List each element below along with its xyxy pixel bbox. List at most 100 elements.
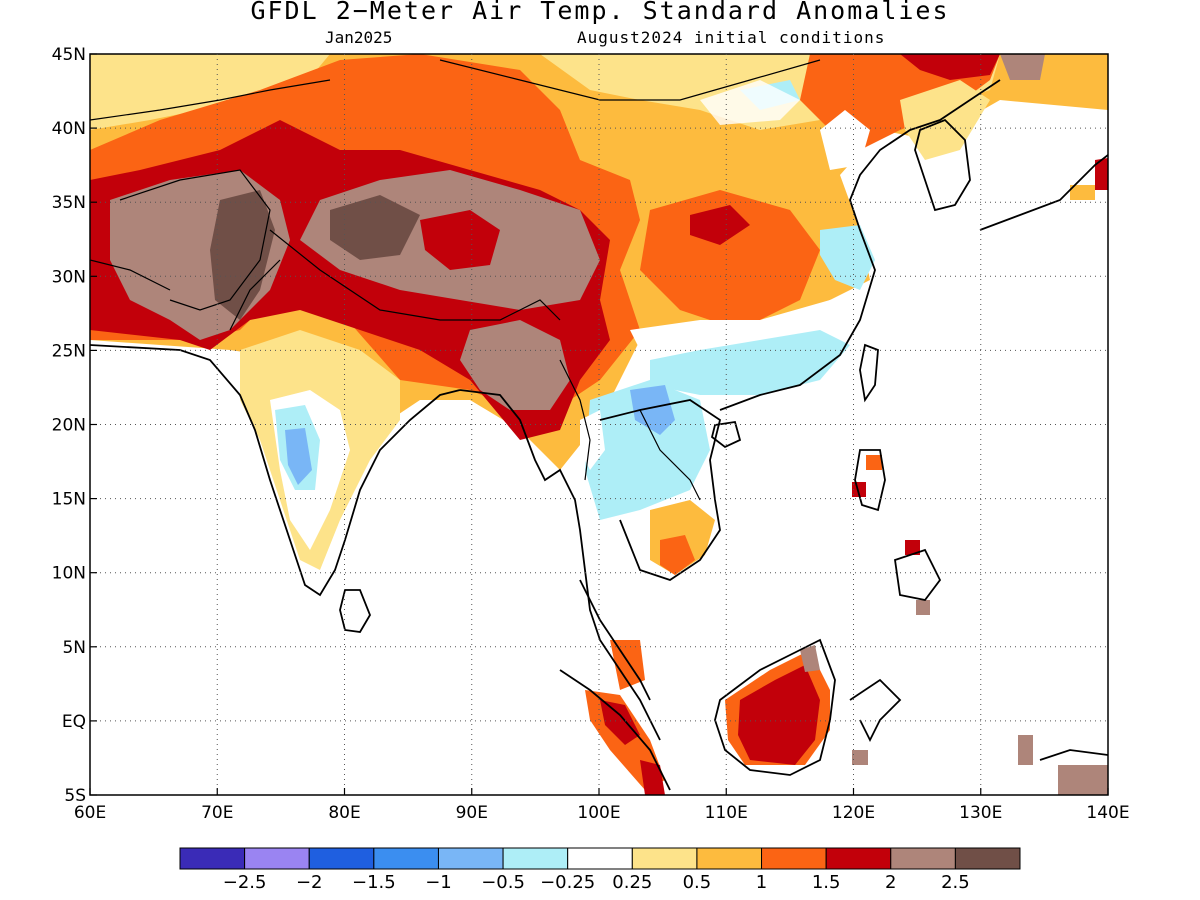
coastlines <box>90 79 1108 791</box>
colorbar-swatch <box>437 847 504 870</box>
colorbar-swatch <box>179 847 246 870</box>
y-tick-label: 20N <box>52 416 86 436</box>
region-red-tibet-core <box>420 210 500 270</box>
region-red-sumatra-south <box>640 760 665 795</box>
region-red-sumatra <box>600 700 640 745</box>
coastline-south-china <box>719 79 1001 411</box>
region-red-central-china <box>690 205 750 245</box>
border-vietnam-laos <box>639 409 701 501</box>
colorbar-label: −1 <box>425 872 452 893</box>
colorbar-label: −0.25 <box>540 872 595 893</box>
border-india-pakistan <box>229 259 281 331</box>
coastline-hainan <box>710 420 742 449</box>
region-coolblue-laos <box>630 385 675 435</box>
x-axis-ticks: 60E 70E 80E 90E 100E 110E 120E 130E 140E <box>74 788 1130 823</box>
region-warm-japan <box>1070 185 1095 200</box>
region-brown-borneo <box>800 645 820 672</box>
coastline-luzon <box>854 449 886 512</box>
region-white-korea <box>820 110 870 170</box>
colorbar-swatch <box>373 847 439 870</box>
y-tick-label: EQ <box>62 712 86 732</box>
coastline-malay <box>579 579 651 701</box>
y-tick-label: 25N <box>52 341 86 361</box>
valid-month-label: Jan2025 <box>325 28 393 47</box>
region-brown-myanmar <box>460 320 570 410</box>
borders <box>90 59 821 501</box>
coastline-bay-of-bengal-myanmar <box>459 389 661 741</box>
region-cool-indochina <box>585 380 710 520</box>
coastline-mindanao <box>894 548 942 601</box>
y-tick-label: 10N <box>52 564 86 584</box>
y-tick-label: 30N <box>52 267 86 287</box>
colorbar-swatch <box>825 847 892 870</box>
colorbar-swatch <box>502 847 569 870</box>
x-tick-label: 120E <box>832 803 875 823</box>
region-red-north-china <box>900 54 1000 80</box>
region-orange-malay <box>610 640 645 690</box>
map-title: GFDL 2−Meter Air Temp. Standard Anomalie… <box>250 0 950 25</box>
colorbar-label: −1.5 <box>352 872 396 893</box>
x-tick-label: 60E <box>74 803 106 823</box>
anomaly-field <box>90 54 1108 795</box>
coastline-borneo <box>714 638 836 776</box>
colorbar-label: −2 <box>296 872 323 893</box>
region-brown-new-guinea <box>1058 765 1108 795</box>
initial-conditions-label: August2024 initial conditions <box>577 28 886 47</box>
coastline-korea <box>914 118 971 212</box>
colorbar-label: 0.25 <box>612 872 652 893</box>
region-red-mindanao <box>905 540 920 555</box>
colorbar: −2.5 −2 −1.5 −1 −0.5 −0.25 0.25 0.5 1 1.5 2 2.5 <box>179 847 1021 893</box>
coastline-srilanka <box>339 589 371 633</box>
colorbar-swatch <box>696 847 763 870</box>
y-tick-label: 45N <box>52 45 86 65</box>
region-red-japan <box>1095 158 1108 190</box>
x-tick-label: 90E <box>456 803 488 823</box>
region-orange-cambodia <box>660 535 695 575</box>
x-tick-label: 130E <box>959 803 1002 823</box>
colorbar-swatch <box>567 847 633 870</box>
colorbar-swatch <box>308 847 375 870</box>
x-tick-label: 110E <box>705 803 748 823</box>
coastline-sumatra <box>559 669 671 791</box>
x-tick-label: 70E <box>201 803 233 823</box>
border-afghanistan <box>119 169 271 311</box>
region-brown-sulawesi <box>1018 735 1033 765</box>
coastline-indochina <box>599 399 722 581</box>
y-axis-ticks: 45N 40N 35N 30N 25N 20N 15N 10N 5N EQ 5S <box>52 45 97 806</box>
region-white-mongolia <box>700 80 800 125</box>
coastline-new-guinea <box>1039 749 1108 761</box>
colorbar-swatch <box>761 847 827 870</box>
region-brown-sulawesi-south <box>852 750 868 765</box>
region-cool-south-coast-east <box>820 225 875 290</box>
colorbar-swatch <box>244 847 310 870</box>
y-tick-label: 15N <box>52 490 86 510</box>
y-tick-label: 35N <box>52 193 86 213</box>
coastline-sulawesi <box>849 678 902 743</box>
colorbar-label: −0.5 <box>481 872 525 893</box>
colorbar-label: 2 <box>885 872 896 893</box>
colorbar-swatch <box>890 847 956 870</box>
border-central-asia <box>90 79 331 121</box>
border-himalaya <box>269 229 561 321</box>
border-iran <box>90 259 171 291</box>
colorbar-label: 1 <box>756 872 767 893</box>
border-china-mongolia <box>439 59 821 101</box>
border-myanmar-thailand <box>559 359 591 481</box>
y-tick-label: 5N <box>62 638 86 658</box>
colorbar-swatch <box>631 847 698 870</box>
colorbar-label: 2.5 <box>941 872 970 893</box>
colorbar-label: 1.5 <box>812 872 841 893</box>
y-tick-label: 5S <box>64 786 86 806</box>
y-tick-label: 40N <box>52 119 86 139</box>
region-coolblue-deccan <box>285 428 312 485</box>
coastline-india <box>90 344 461 597</box>
colorbar-swatch <box>954 847 1021 870</box>
region-darkbrown-tibet <box>330 195 420 260</box>
region-red-borneo <box>738 665 820 765</box>
colorbar-label: −2.5 <box>223 872 267 893</box>
x-tick-label: 140E <box>1086 803 1129 823</box>
coastline-japan <box>979 154 1108 231</box>
region-red-luzon <box>852 482 866 497</box>
colorbar-label: 0.5 <box>683 872 712 893</box>
